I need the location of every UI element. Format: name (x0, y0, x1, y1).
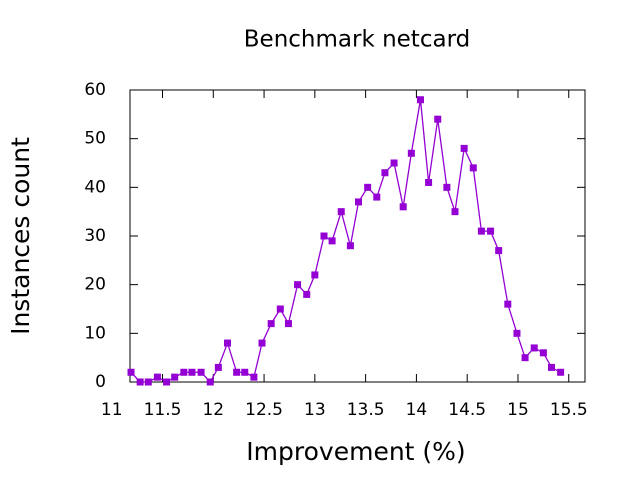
point (127, 368, 135, 376)
x-tick-label: 14 (406, 400, 428, 420)
point (355, 198, 363, 206)
point (469, 164, 477, 172)
point (337, 208, 345, 216)
point (434, 115, 442, 123)
point (495, 247, 503, 255)
point (233, 368, 241, 376)
point (188, 368, 196, 376)
x-tick-label: 15 (507, 400, 529, 420)
point (197, 368, 205, 376)
point (451, 208, 459, 216)
x-tick-label: 11 (101, 400, 123, 420)
y-tick-label: 50 (84, 129, 106, 149)
point (241, 368, 249, 376)
x-tick-label: 13.5 (347, 400, 385, 420)
point (214, 363, 222, 371)
point (144, 378, 152, 386)
point (399, 203, 407, 211)
point (284, 320, 292, 328)
point (276, 305, 284, 313)
point (206, 378, 214, 386)
point (320, 232, 328, 240)
point (513, 329, 521, 337)
y-tick-label: 30 (84, 226, 106, 246)
point (136, 378, 144, 386)
point (407, 149, 415, 157)
x-tick-label: 12.5 (245, 400, 283, 420)
point (328, 237, 336, 245)
point (373, 193, 381, 201)
point (294, 281, 302, 289)
point (180, 368, 188, 376)
x-axis-label: Improvement (%) (246, 437, 465, 466)
y-tick-label: 10 (84, 323, 106, 343)
point (521, 354, 529, 362)
y-tick-label: 0 (95, 372, 106, 392)
point (381, 169, 389, 177)
y-axis-label: Instances count (6, 137, 35, 335)
point (390, 159, 398, 167)
point (530, 344, 538, 352)
y-tick-label: 20 (84, 275, 106, 295)
point (364, 183, 372, 191)
point (443, 183, 451, 191)
y-tick-label: 40 (84, 177, 106, 197)
point (346, 242, 354, 250)
point (224, 339, 231, 347)
x-tick-label: 11.5 (144, 400, 182, 420)
point (425, 178, 433, 186)
point (416, 96, 424, 104)
point (153, 373, 161, 381)
x-tick-label: 13 (304, 400, 326, 420)
point (460, 144, 468, 152)
point (547, 363, 555, 371)
point (171, 373, 179, 381)
point (258, 339, 266, 347)
point (163, 378, 171, 386)
x-tick-label: 12 (202, 400, 224, 420)
point (250, 373, 258, 381)
point (557, 368, 565, 376)
point (504, 300, 512, 308)
x-tick-label: 14.5 (448, 400, 486, 420)
point (267, 320, 275, 328)
point (487, 227, 495, 235)
x-tick-label: 15.5 (550, 400, 588, 420)
point (311, 271, 319, 279)
point (303, 290, 311, 298)
point (477, 227, 485, 235)
point (539, 349, 547, 357)
y-tick-label: 60 (84, 80, 106, 100)
chart-title: Benchmark netcard (244, 27, 470, 53)
